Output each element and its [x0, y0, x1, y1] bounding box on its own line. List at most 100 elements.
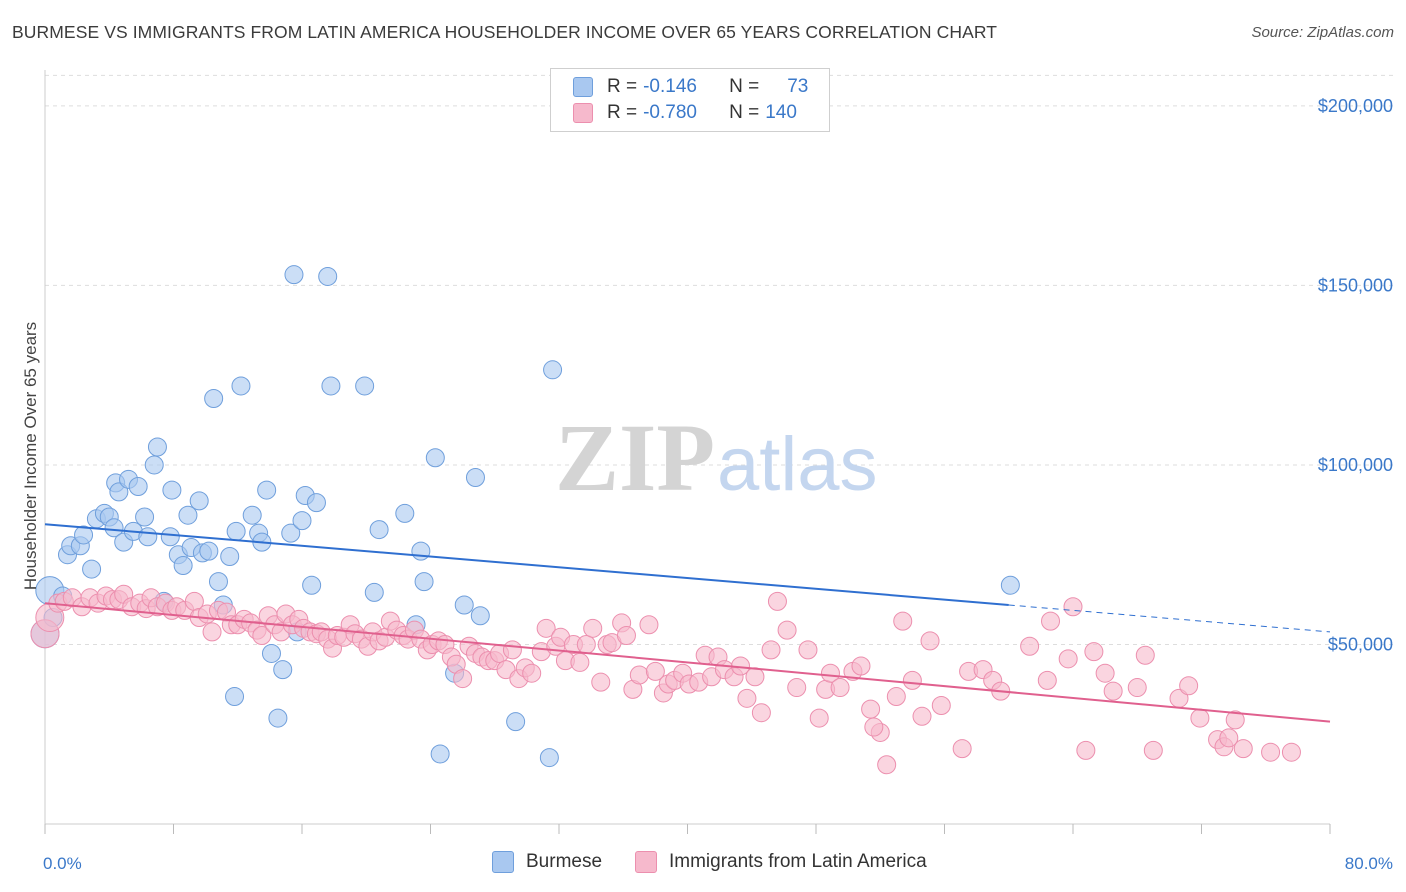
burmese-point — [173, 555, 193, 575]
burmese-point — [506, 712, 526, 732]
latin-point — [645, 661, 665, 681]
y-tick-label: $200,000 — [1318, 96, 1393, 116]
latin-point — [583, 618, 603, 638]
y-tick-label: $100,000 — [1318, 455, 1393, 475]
legend-row-burmese: R = -0.146 N = 73 — [573, 74, 808, 100]
latin-point — [1190, 708, 1210, 728]
burmese-trend-line — [44, 523, 1009, 606]
legend-n-label: N = — [729, 102, 760, 123]
bottom-legend-burmese: Burmese — [492, 851, 602, 873]
latin-point — [902, 670, 922, 690]
burmese-point — [454, 595, 474, 615]
burmese-point — [160, 527, 180, 547]
latin-point — [1076, 740, 1096, 760]
x-tick-max: 80.0% — [1345, 854, 1393, 873]
y-tick-label: $50,000 — [1328, 634, 1393, 654]
burmese-point — [414, 572, 434, 592]
burmese-points — [30, 265, 1020, 768]
latin-point — [809, 708, 829, 728]
burmese-point — [147, 437, 167, 457]
burmese-point — [292, 511, 312, 531]
legend-latin-n: 140 — [765, 102, 797, 123]
latin-point — [570, 652, 590, 672]
burmese-point — [430, 744, 450, 764]
burmese-point — [226, 521, 246, 541]
latin-point — [830, 678, 850, 698]
burmese-point — [284, 265, 304, 285]
latin-trend-line — [44, 602, 1331, 723]
latin-point — [202, 622, 222, 642]
latin-point — [886, 687, 906, 707]
latin-point — [1020, 636, 1040, 656]
burmese-point — [138, 527, 158, 547]
burmese-point — [220, 547, 240, 567]
latin-point — [798, 640, 818, 660]
latin-point — [1219, 728, 1239, 748]
y-tick-labels: $50,000 $100,000 $150,000 $200,000 — [1318, 96, 1393, 655]
latin-point — [1281, 742, 1301, 762]
latin-point — [591, 672, 611, 692]
latin-swatch — [635, 851, 657, 873]
latin-swatch — [573, 103, 593, 123]
latin-point — [576, 634, 596, 654]
burmese-point — [178, 505, 198, 525]
burmese-swatch — [492, 851, 514, 873]
burmese-point — [242, 505, 262, 525]
latin-point — [1127, 678, 1147, 698]
burmese-trend-extension — [1008, 604, 1331, 633]
bottom-legend-burmese-label: Burmese — [526, 851, 603, 872]
legend-n-label: N = — [729, 76, 760, 97]
latin-point — [777, 620, 797, 640]
burmese-point — [189, 491, 209, 511]
latin-point — [920, 631, 940, 651]
legend-latin-r: -0.780 — [643, 102, 697, 123]
burmese-point — [470, 606, 490, 626]
latin-point — [616, 626, 636, 645]
burmese-point — [144, 455, 164, 475]
latin-point — [912, 706, 932, 726]
y-tick-label: $150,000 — [1318, 275, 1393, 295]
legend-burmese-n: 73 — [787, 76, 809, 97]
latin-point — [761, 640, 781, 660]
latin-point — [629, 665, 649, 685]
latin-point — [851, 656, 871, 676]
latin-point — [1233, 739, 1253, 759]
burmese-point — [318, 266, 338, 286]
burmese-point — [162, 480, 182, 500]
latin-point — [1037, 670, 1057, 690]
burmese-point — [104, 518, 124, 538]
latin-point — [751, 703, 771, 723]
latin-point — [787, 678, 807, 698]
burmese-point — [199, 541, 219, 561]
latin-point — [252, 626, 272, 645]
latin-point — [536, 618, 556, 638]
burmese-point — [1000, 575, 1020, 595]
latin-point — [767, 591, 787, 611]
trend-lines — [44, 523, 1331, 723]
watermark-atlas: atlas — [717, 422, 878, 507]
watermark-zip: ZIP — [555, 404, 715, 511]
latin-point — [931, 696, 951, 716]
watermark: ZIP atlas — [555, 404, 878, 511]
latin-point — [1103, 681, 1123, 701]
latin-point — [1063, 597, 1083, 617]
burmese-point — [135, 507, 155, 527]
burmese-point — [225, 687, 245, 707]
legend-row-latin: R = -0.780 N = 140 — [573, 100, 797, 126]
bottom-legend-latin-label: Immigrants from Latin America — [669, 851, 927, 872]
latin-point — [745, 667, 765, 687]
legend: R = -0.146 N = 73 R = -0.780 N = 140 — [550, 68, 830, 132]
burmese-point — [268, 708, 288, 728]
legend-burmese-r: -0.146 — [643, 76, 697, 97]
burmese-point — [306, 493, 326, 513]
burmese-point — [82, 559, 102, 579]
burmese-point — [355, 376, 375, 396]
burmese-point — [281, 523, 301, 543]
latin-point — [1084, 642, 1104, 662]
burmese-point — [257, 480, 277, 500]
latin-point — [1225, 710, 1245, 730]
latin-point — [893, 611, 913, 631]
latin-point — [453, 669, 473, 689]
burmese-point — [364, 582, 384, 602]
